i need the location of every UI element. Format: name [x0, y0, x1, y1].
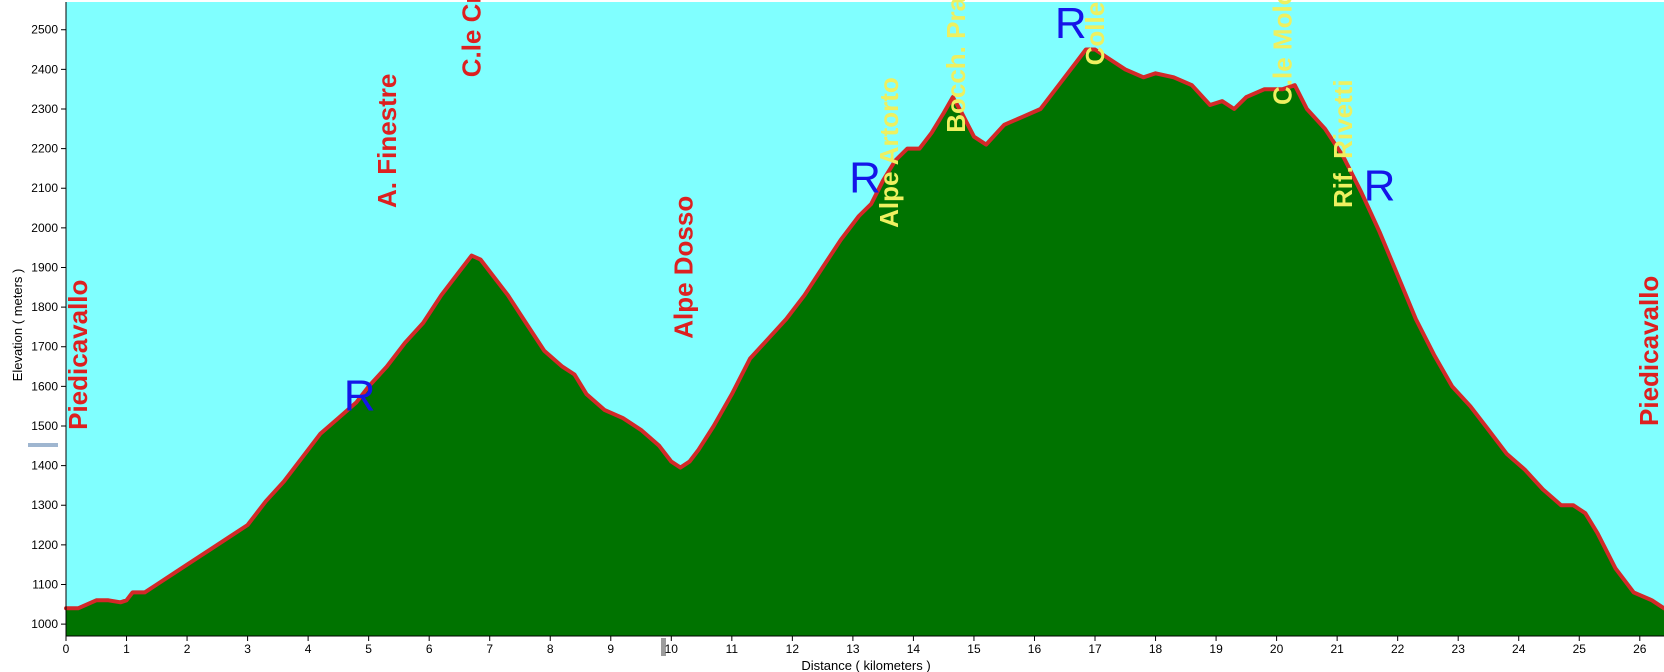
y-tick-label: 1400 [31, 459, 58, 473]
place-label: Bocch. Prato [941, 0, 971, 133]
place-label: C.le Mologna Grande [1268, 0, 1298, 105]
y-tick-label: 2500 [31, 23, 58, 37]
elevation-area-fill [66, 49, 1664, 636]
place-label: Piedicavallo [63, 280, 93, 430]
y-tick-label: 1800 [31, 300, 58, 314]
elevation-area [64, 47, 1664, 636]
x-tick-label: 18 [1149, 642, 1163, 656]
place-label: A. Finestre [372, 74, 402, 208]
x-tick-label: 24 [1512, 642, 1526, 656]
x-tick-label: 9 [607, 642, 614, 656]
refuge-marker: R [1055, 0, 1087, 48]
y-axis-title: Elevation ( meters ) [10, 269, 25, 382]
place-label: Alpe Artorto [874, 77, 904, 228]
y-tick-label: 2400 [31, 62, 58, 76]
y-tick-label: 2000 [31, 221, 58, 235]
y-tick-label: 1600 [31, 379, 58, 393]
y-tick-label: 2100 [31, 181, 58, 195]
refuge-markers: R R R R [344, 0, 1396, 420]
x-tick-label: 11 [726, 642, 739, 656]
x-tick-label: 3 [244, 642, 251, 656]
x-tick-label: 4 [305, 642, 312, 656]
x-tick-label: 1 [123, 642, 130, 656]
x-tick-label: 0 [63, 642, 70, 656]
y-tick-label: 1200 [31, 538, 58, 552]
x-tick-label: 6 [426, 642, 433, 656]
y-tick-label: 1500 [31, 419, 58, 433]
refuge-marker: R [344, 371, 376, 420]
x-tick-label: 21 [1330, 642, 1344, 656]
x-tick-label: 13 [846, 642, 860, 656]
x-tick-label: 26 [1633, 642, 1647, 656]
x-tick-label: 2 [184, 642, 191, 656]
x-ticks: 0 1 2 3 4 5 6 7 8 9 10 11 12 13 14 15 16 17 18 19 20 21 22 23 24… [63, 636, 1647, 656]
x-tick-label: 10 [665, 642, 679, 656]
place-label: Piedicavallo [1634, 276, 1664, 426]
place-label: Alpe Dosso [668, 196, 698, 339]
x-tick-label: 12 [786, 642, 800, 656]
x-tick-label: 17 [1088, 642, 1102, 656]
x-tick-label: 15 [967, 642, 981, 656]
y-tick-label: 2200 [31, 142, 58, 156]
x-tick-label: 14 [907, 642, 921, 656]
x-tick-label: 25 [1573, 642, 1587, 656]
elevation-outline [64, 47, 1664, 611]
x-tick-label: 19 [1209, 642, 1223, 656]
y-tick-label: 1000 [31, 617, 58, 631]
y-tick-label: 1900 [31, 260, 58, 274]
place-label: Colle Loo [1080, 0, 1110, 65]
x-axis-title: Distance ( kilometers ) [801, 658, 930, 672]
y-tick-label: 1100 [32, 577, 58, 591]
y-ticks: 1000 1100 1200 1300 1400 1500 1600 1700 1800 1900… [31, 23, 66, 631]
refuge-marker: R [1364, 161, 1396, 210]
refuge-marker: R [849, 153, 881, 202]
y-axis-marker [28, 443, 58, 447]
y-tick-label: 1300 [31, 498, 58, 512]
place-label: C.le Croso [457, 0, 487, 77]
x-tick-label: 8 [547, 642, 554, 656]
y-tick-label: 2300 [31, 102, 58, 116]
x-tick-label: 23 [1452, 642, 1466, 656]
x-tick-label: 20 [1270, 642, 1284, 656]
x-axis-marker [661, 638, 666, 656]
x-tick-label: 7 [486, 642, 493, 656]
x-tick-label: 22 [1391, 642, 1405, 656]
y-tick-label: 1700 [31, 340, 58, 354]
place-labels: Piedicavallo A. Finestre C.le Croso Alpe Do… [63, 0, 1664, 430]
place-label: Rif. Rivetti [1328, 79, 1358, 208]
x-tick-label: 5 [365, 642, 372, 656]
x-tick-label: 16 [1028, 642, 1042, 656]
